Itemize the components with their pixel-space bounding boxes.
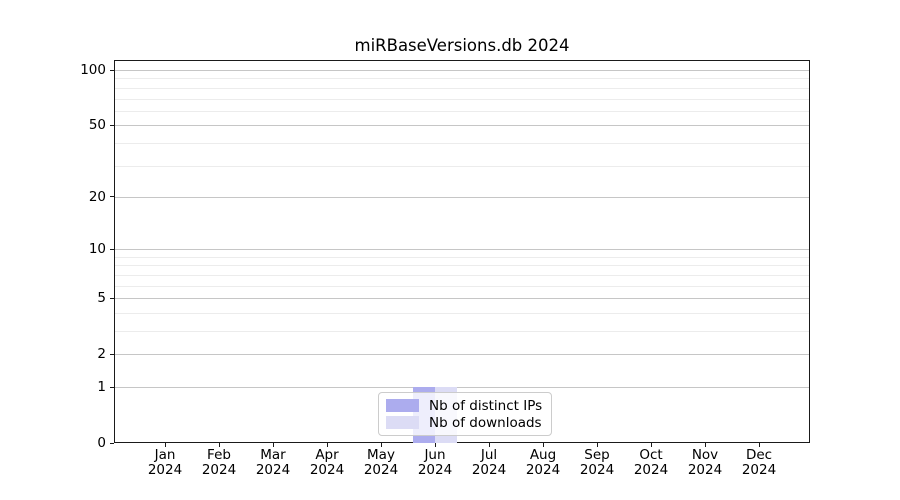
x-tick-month: Jul: [480, 447, 498, 463]
minor-gridline: [115, 265, 809, 267]
y-tick: [110, 69, 114, 71]
x-tick-year: 2024: [201, 462, 237, 478]
legend-label: Nb of downloads: [429, 414, 542, 431]
minor-gridline: [115, 110, 809, 112]
x-tick: [381, 443, 382, 447]
x-tick: [489, 443, 490, 447]
x-tick: [705, 443, 706, 447]
y-tick-label: 1: [97, 379, 106, 395]
x-tick: [327, 443, 328, 447]
x-tick: [435, 443, 436, 447]
x-tick-label: Nov 2024: [675, 448, 735, 478]
minor-gridline: [115, 98, 809, 100]
legend-label: Nb of distinct IPs: [429, 397, 543, 414]
minor-gridline: [115, 285, 809, 287]
y-tick-label: 10: [88, 241, 106, 258]
x-tick-label: Jul 2024: [459, 448, 519, 478]
x-tick-year: 2024: [633, 462, 669, 478]
x-tick-label: Jan 2024: [135, 448, 195, 478]
chart-title: miRBaseVersions.db 2024: [354, 36, 570, 55]
x-tick-year: 2024: [147, 462, 183, 478]
minor-gridline: [115, 312, 809, 314]
x-tick-label: Mar 2024: [243, 448, 303, 478]
x-tick-year: 2024: [255, 462, 291, 478]
minor-gridline: [115, 87, 809, 89]
y-tick: [110, 124, 114, 126]
x-tick-year: 2024: [525, 462, 561, 478]
legend-swatch-icon: [386, 416, 419, 429]
x-tick-month: Apr: [315, 447, 339, 463]
x-tick-month: Nov: [691, 447, 719, 463]
y-tick: [110, 196, 114, 198]
major-gridline: [115, 196, 809, 198]
x-tick: [597, 443, 598, 447]
x-tick-month: May: [367, 447, 395, 463]
x-tick: [651, 443, 652, 447]
major-gridline: [115, 70, 809, 71]
y-tick-label: 20: [88, 188, 106, 205]
x-tick: [543, 443, 544, 447]
x-tick-label: May 2024: [351, 448, 411, 478]
x-tick-label: Sep 2024: [567, 448, 627, 478]
x-tick-month: Dec: [745, 447, 773, 463]
x-tick-year: 2024: [741, 462, 777, 478]
minor-gridline: [115, 274, 809, 276]
x-tick-month: Jan: [154, 447, 176, 463]
plot-area: [114, 60, 810, 443]
major-gridline: [115, 249, 809, 251]
y-tick: [110, 386, 114, 388]
minor-gridline: [115, 142, 809, 144]
x-tick-month: Sep: [584, 447, 610, 463]
x-tick-label: Apr 2024: [297, 448, 357, 478]
x-tick-month: Oct: [639, 447, 663, 463]
major-gridline: [115, 298, 809, 300]
y-tick-label: 0: [97, 435, 106, 451]
major-gridline: [115, 387, 809, 388]
y-tick: [110, 248, 114, 250]
x-tick-month: Aug: [529, 447, 557, 463]
major-gridline: [115, 354, 809, 356]
y-tick-label: 5: [97, 290, 106, 307]
x-tick-year: 2024: [579, 462, 615, 478]
minor-gridline: [115, 78, 809, 80]
x-tick-label: Dec 2024: [729, 448, 789, 478]
x-tick-year: 2024: [687, 462, 723, 478]
x-tick-label: Jun 2024: [405, 448, 465, 478]
legend-item: Nb of distinct IPs: [386, 397, 542, 414]
x-tick-month: Jun: [424, 447, 446, 463]
y-tick: [110, 442, 114, 444]
legend-swatch-icon: [386, 399, 419, 412]
legend: Nb of distinct IPs Nb of downloads: [378, 392, 553, 436]
y-tick-label: 50: [88, 117, 106, 134]
x-tick-label: Oct 2024: [621, 448, 681, 478]
x-tick-year: 2024: [309, 462, 345, 478]
x-tick-label: Aug 2024: [513, 448, 573, 478]
y-tick: [110, 297, 114, 299]
y-tick-label: 100: [80, 62, 106, 78]
major-gridline: [115, 125, 809, 127]
x-tick: [165, 443, 166, 447]
x-tick-year: 2024: [363, 462, 399, 478]
x-tick-month: Mar: [260, 447, 286, 463]
x-tick-month: Feb: [207, 447, 231, 463]
x-tick: [219, 443, 220, 447]
x-tick-year: 2024: [471, 462, 507, 478]
x-tick: [273, 443, 274, 447]
minor-gridline: [115, 331, 809, 332]
y-tick-label: 2: [97, 346, 106, 363]
x-tick-label: Feb 2024: [189, 448, 249, 478]
minor-gridline: [115, 165, 809, 167]
x-tick: [759, 443, 760, 447]
legend-item: Nb of downloads: [386, 414, 542, 431]
y-tick: [110, 353, 114, 355]
x-tick-year: 2024: [417, 462, 453, 478]
minor-gridline: [115, 256, 809, 258]
